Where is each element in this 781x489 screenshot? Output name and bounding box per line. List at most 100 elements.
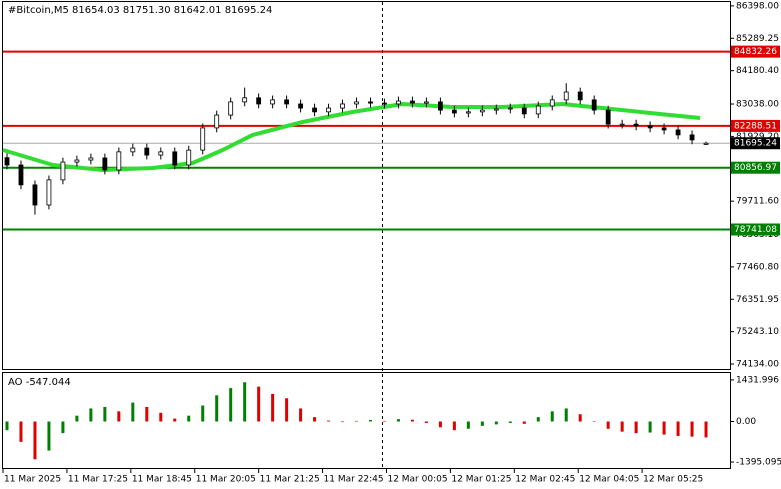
candle-body: [88, 157, 94, 161]
y-tick-label: 81929.20: [736, 132, 779, 142]
y-tick-label: 83038.00: [736, 100, 779, 110]
ao-bar: [564, 408, 568, 422]
ao-bar: [704, 421, 708, 438]
ao-bar: [452, 421, 456, 431]
y-tick-label: 75243.10: [736, 327, 779, 337]
x-tick-label: 11 Mar 2025: [4, 475, 61, 485]
chart-title: #Bitcoin,M5 81654.03 81751.30 81642.01 8…: [8, 5, 272, 16]
candle-body: [228, 101, 234, 116]
candle-body: [396, 100, 401, 105]
ao-bar: [145, 406, 149, 422]
candle-body: [172, 151, 178, 166]
ao-bar: [47, 421, 51, 451]
ao-bar: [438, 421, 442, 428]
level-label-bg: [731, 119, 780, 132]
candle-body: [256, 97, 262, 105]
ao-bar: [243, 382, 247, 422]
level-label: 84832.26: [734, 47, 777, 57]
ao-bar: [382, 420, 386, 422]
level-label-bg: [731, 161, 780, 174]
candle-body: [661, 127, 667, 131]
ao-bar: [494, 421, 498, 425]
candle-body: [116, 151, 122, 171]
y-tick-label: 84180.40: [736, 66, 779, 76]
ao-bar: [634, 421, 638, 434]
x-tick-label: 11 Mar 22:45: [324, 475, 384, 485]
ao-bar: [215, 395, 219, 422]
level-label-bg: [731, 45, 780, 58]
candle-body: [102, 157, 108, 171]
ao-tick-label: 1431.996: [736, 375, 779, 385]
ao-bar: [676, 421, 680, 437]
candle-body: [312, 107, 317, 113]
candle-body: [4, 157, 10, 166]
candle-body: [340, 103, 345, 109]
ao-title: AO -547.044: [8, 377, 71, 388]
x-tick-label: 12 Mar 04:05: [579, 475, 639, 485]
ao-bar: [327, 420, 331, 422]
ao-tick-label: 0.00: [736, 417, 756, 427]
ao-bar: [662, 421, 666, 435]
ao-bar: [620, 421, 624, 432]
ao-bar: [480, 421, 484, 426]
candle-body: [479, 109, 485, 113]
current-price-bg: [731, 137, 780, 150]
ao-bar: [424, 421, 428, 423]
y-tick-label: 85289.25: [736, 34, 779, 44]
ao-bar: [536, 417, 540, 422]
ao-bar: [368, 420, 372, 422]
candle-body: [507, 107, 513, 110]
ao-bar: [75, 415, 79, 422]
x-tick-label: 12 Mar 05:25: [643, 475, 703, 485]
ao-bar: [578, 414, 582, 422]
candle-body: [605, 109, 611, 125]
ao-bar: [103, 406, 107, 422]
candle-body: [410, 100, 415, 104]
ao-bar: [5, 421, 9, 431]
candle-body: [270, 99, 276, 105]
x-tick-label: 12 Mar 01:25: [451, 475, 511, 485]
candle-body: [549, 99, 555, 107]
ao-bar: [341, 421, 345, 423]
x-tick-label: 11 Mar 21:25: [260, 475, 320, 485]
ao-bar: [313, 417, 317, 422]
candle-body: [158, 151, 164, 156]
ao-bar: [410, 419, 414, 422]
level-label: 82288.51: [734, 121, 777, 131]
candle-body: [493, 108, 499, 111]
candle-body: [144, 147, 150, 156]
y-tick-label: 86398.00: [736, 1, 779, 11]
candle-body: [619, 123, 625, 126]
candle-body: [46, 179, 52, 206]
ao-bar: [89, 408, 93, 422]
candle-body: [32, 184, 38, 206]
x-tick-label: 11 Mar 17:25: [68, 475, 128, 485]
candle-body: [703, 142, 709, 145]
ao-bar: [606, 421, 610, 429]
y-tick-label: 76351.95: [736, 295, 779, 305]
x-tick-label: 11 Mar 18:45: [132, 475, 192, 485]
ao-bar: [466, 421, 470, 429]
ao-bar: [285, 398, 289, 422]
candle-body: [591, 99, 597, 111]
moving-average: [2, 101, 701, 172]
ao-bar: [508, 421, 512, 423]
candle-body: [200, 127, 206, 151]
ao-bar: [592, 421, 596, 422]
ao-bar: [522, 421, 526, 424]
candle-body: [424, 101, 429, 104]
candle-body: [465, 111, 471, 114]
y-tick-label: 77460.80: [736, 262, 779, 272]
candle-body: [368, 101, 373, 104]
y-tick-label: 74134.00: [736, 360, 779, 370]
ao-bar: [271, 393, 275, 422]
ao-tick-label: -1395.095: [736, 458, 781, 468]
candle-body: [214, 114, 220, 129]
ao-bar: [396, 419, 400, 422]
current-price-label: 81695.24: [734, 139, 777, 149]
candle-body: [451, 109, 457, 114]
y-tick-label: 79711.60: [736, 197, 779, 207]
ao-bar: [550, 411, 554, 422]
